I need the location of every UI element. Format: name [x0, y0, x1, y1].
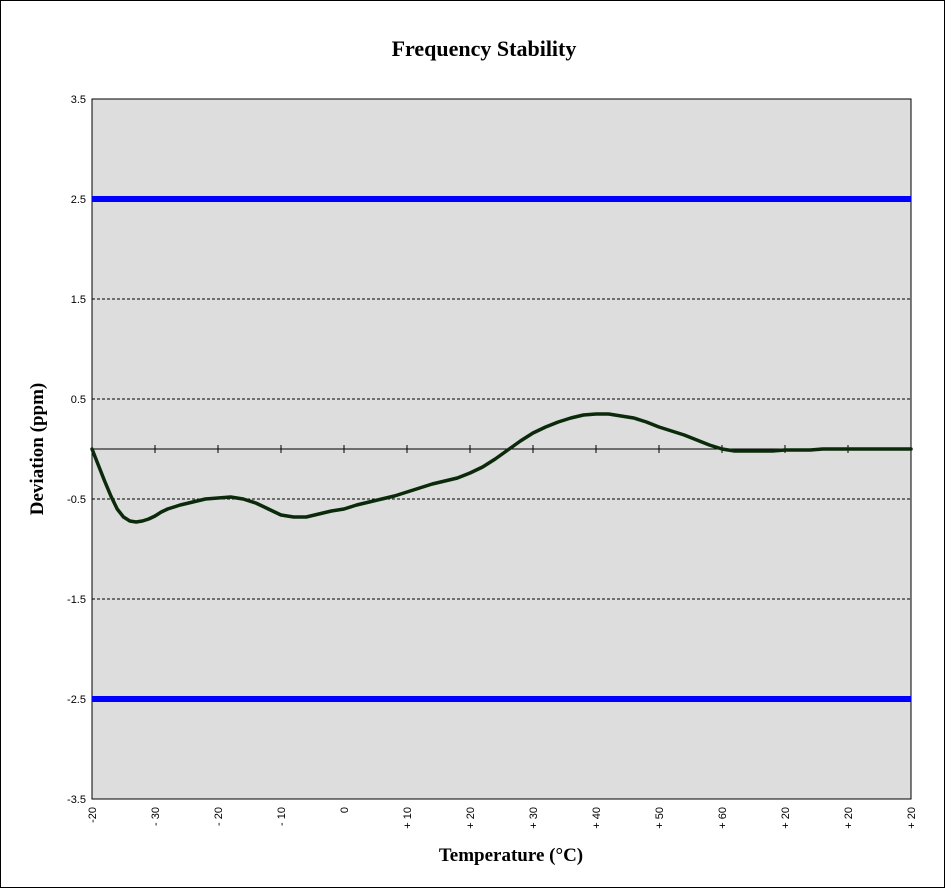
x-tick-label: + 20: [465, 807, 477, 829]
y-tick-label: -1.5: [67, 594, 86, 606]
limit-lines: [92, 196, 911, 702]
x-tick-label: 0: [339, 807, 351, 813]
x-tick-label: + 30: [528, 807, 540, 829]
x-tick-label: + 60: [717, 807, 729, 829]
y-axis-title: Deviation (ppm): [27, 383, 48, 515]
x-tick-label: - 30: [150, 807, 162, 826]
x-tick-label: + 40: [591, 807, 603, 829]
y-tick-label: -2.5: [67, 694, 86, 706]
y-tick-label: 1.5: [71, 294, 86, 306]
x-tick-label: + 10: [402, 807, 414, 829]
x-tick-label: - 10: [276, 807, 288, 826]
x-tick-label: + 20: [780, 807, 792, 829]
chart-title: Frequency Stability: [392, 36, 577, 61]
x-tick-labels: -20 - 30 - 20 - 10 0 + 10 + 20 + 30 + 40 + 50 + 60…: [87, 807, 918, 829]
series-layer: [90, 412, 913, 524]
x-tick-label: - 20: [213, 807, 225, 826]
x-axis-title: Temperature (°C): [439, 845, 583, 866]
series-line: [90, 412, 913, 524]
x-tick-label: + 20: [906, 807, 918, 829]
x-tick-label: + 20: [843, 807, 855, 829]
y-tick-label: 0.5: [71, 394, 86, 406]
y-tick-label: -3.5: [67, 794, 86, 806]
x-tick-label: -20: [87, 807, 99, 823]
y-tick-labels: 3.5 2.5 1.5 0.5 -0.5 -1.5 -2.5 -3.5: [67, 94, 86, 806]
y-tick-label: 3.5: [71, 94, 86, 106]
y-tick-label: -0.5: [67, 494, 86, 506]
x-tick-label: + 50: [654, 807, 666, 829]
y-tick-label: 2.5: [71, 194, 86, 206]
